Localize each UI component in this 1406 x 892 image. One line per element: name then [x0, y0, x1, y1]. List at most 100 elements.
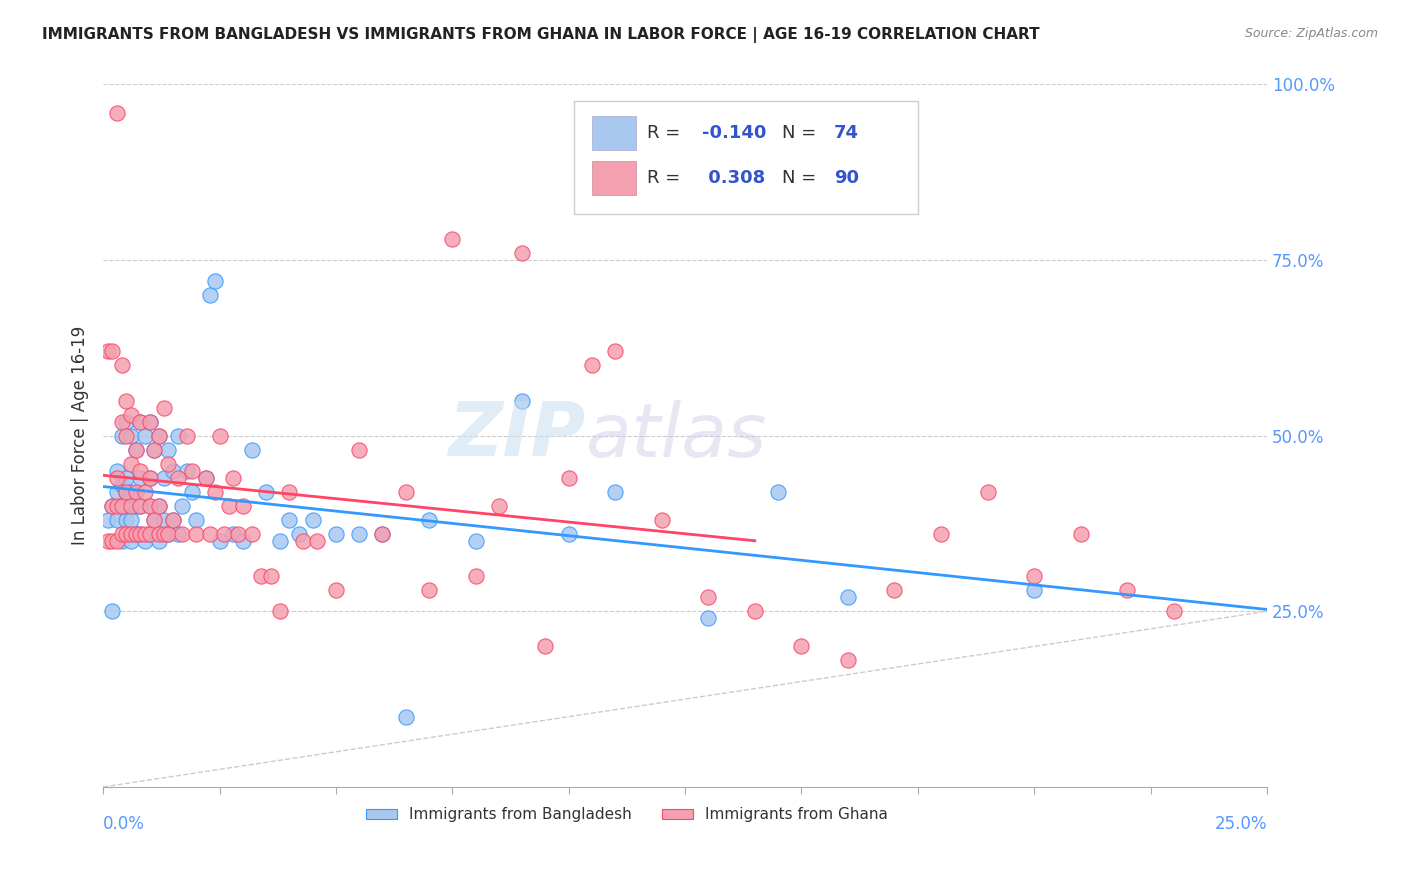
Point — [101, 604, 124, 618]
Point — [557, 471, 579, 485]
Point — [766, 484, 789, 499]
Point — [125, 442, 148, 457]
Point — [125, 527, 148, 541]
Point — [143, 442, 166, 457]
Point — [194, 471, 217, 485]
Point — [143, 513, 166, 527]
Point — [269, 604, 291, 618]
Text: N =: N = — [782, 169, 821, 186]
Point — [125, 527, 148, 541]
FancyBboxPatch shape — [592, 161, 636, 194]
Point — [269, 534, 291, 549]
Point — [232, 499, 254, 513]
Point — [143, 513, 166, 527]
Point — [441, 232, 464, 246]
Text: 0.308: 0.308 — [703, 169, 766, 186]
Point — [105, 534, 128, 549]
Point — [278, 484, 301, 499]
Point — [226, 527, 249, 541]
Point — [129, 415, 152, 429]
Point — [101, 499, 124, 513]
Point — [115, 484, 138, 499]
Point — [180, 484, 202, 499]
Point — [464, 569, 486, 583]
Point — [148, 428, 170, 442]
Point — [292, 534, 315, 549]
Point — [883, 583, 905, 598]
Point — [166, 471, 188, 485]
Point — [651, 513, 673, 527]
Point — [697, 611, 720, 625]
Point — [157, 527, 180, 541]
Point — [222, 471, 245, 485]
Point — [510, 246, 533, 260]
Point — [148, 428, 170, 442]
Point — [208, 428, 231, 442]
Text: -0.140: -0.140 — [703, 124, 766, 142]
Point — [371, 527, 394, 541]
Point — [120, 408, 142, 422]
Point — [125, 484, 148, 499]
Point — [120, 484, 142, 499]
Point — [232, 534, 254, 549]
Point — [134, 527, 156, 541]
Point — [138, 527, 160, 541]
Point — [198, 288, 221, 302]
Point — [138, 415, 160, 429]
Point — [208, 534, 231, 549]
Point — [418, 513, 440, 527]
Point — [129, 499, 152, 513]
Point — [134, 484, 156, 499]
Point — [143, 442, 166, 457]
Point — [218, 499, 240, 513]
Text: N =: N = — [782, 124, 821, 142]
FancyBboxPatch shape — [575, 101, 918, 214]
Point — [325, 527, 347, 541]
Point — [129, 464, 152, 478]
Point — [111, 499, 134, 513]
Point — [101, 499, 124, 513]
Point — [138, 471, 160, 485]
Point — [347, 527, 370, 541]
Point — [115, 527, 138, 541]
Point — [929, 527, 952, 541]
Point — [488, 499, 510, 513]
Point — [129, 471, 152, 485]
Point — [120, 527, 142, 541]
Point — [129, 527, 152, 541]
Point — [157, 527, 180, 541]
Point — [250, 569, 273, 583]
Point — [212, 527, 235, 541]
Point — [105, 513, 128, 527]
Point — [148, 534, 170, 549]
Point — [148, 499, 170, 513]
Text: 25.0%: 25.0% — [1215, 815, 1267, 833]
Point — [111, 478, 134, 492]
Point — [138, 415, 160, 429]
Point — [120, 457, 142, 471]
Point — [134, 534, 156, 549]
Point — [534, 640, 557, 654]
Point — [120, 534, 142, 549]
Point — [152, 513, 174, 527]
Point — [278, 513, 301, 527]
Point — [204, 484, 226, 499]
Point — [101, 344, 124, 359]
Point — [837, 591, 859, 605]
Point — [837, 653, 859, 667]
Legend: Immigrants from Bangladesh, Immigrants from Ghana: Immigrants from Bangladesh, Immigrants f… — [360, 801, 894, 829]
Point — [557, 527, 579, 541]
Point — [138, 471, 160, 485]
Point — [105, 105, 128, 120]
Text: ZIP: ZIP — [449, 400, 586, 472]
Point — [148, 527, 170, 541]
Point — [111, 415, 134, 429]
Point — [1163, 604, 1185, 618]
Point — [1024, 569, 1046, 583]
Point — [105, 484, 128, 499]
Point — [157, 442, 180, 457]
Text: R =: R = — [647, 124, 686, 142]
Point — [138, 499, 160, 513]
Point — [105, 471, 128, 485]
Text: R =: R = — [647, 169, 686, 186]
